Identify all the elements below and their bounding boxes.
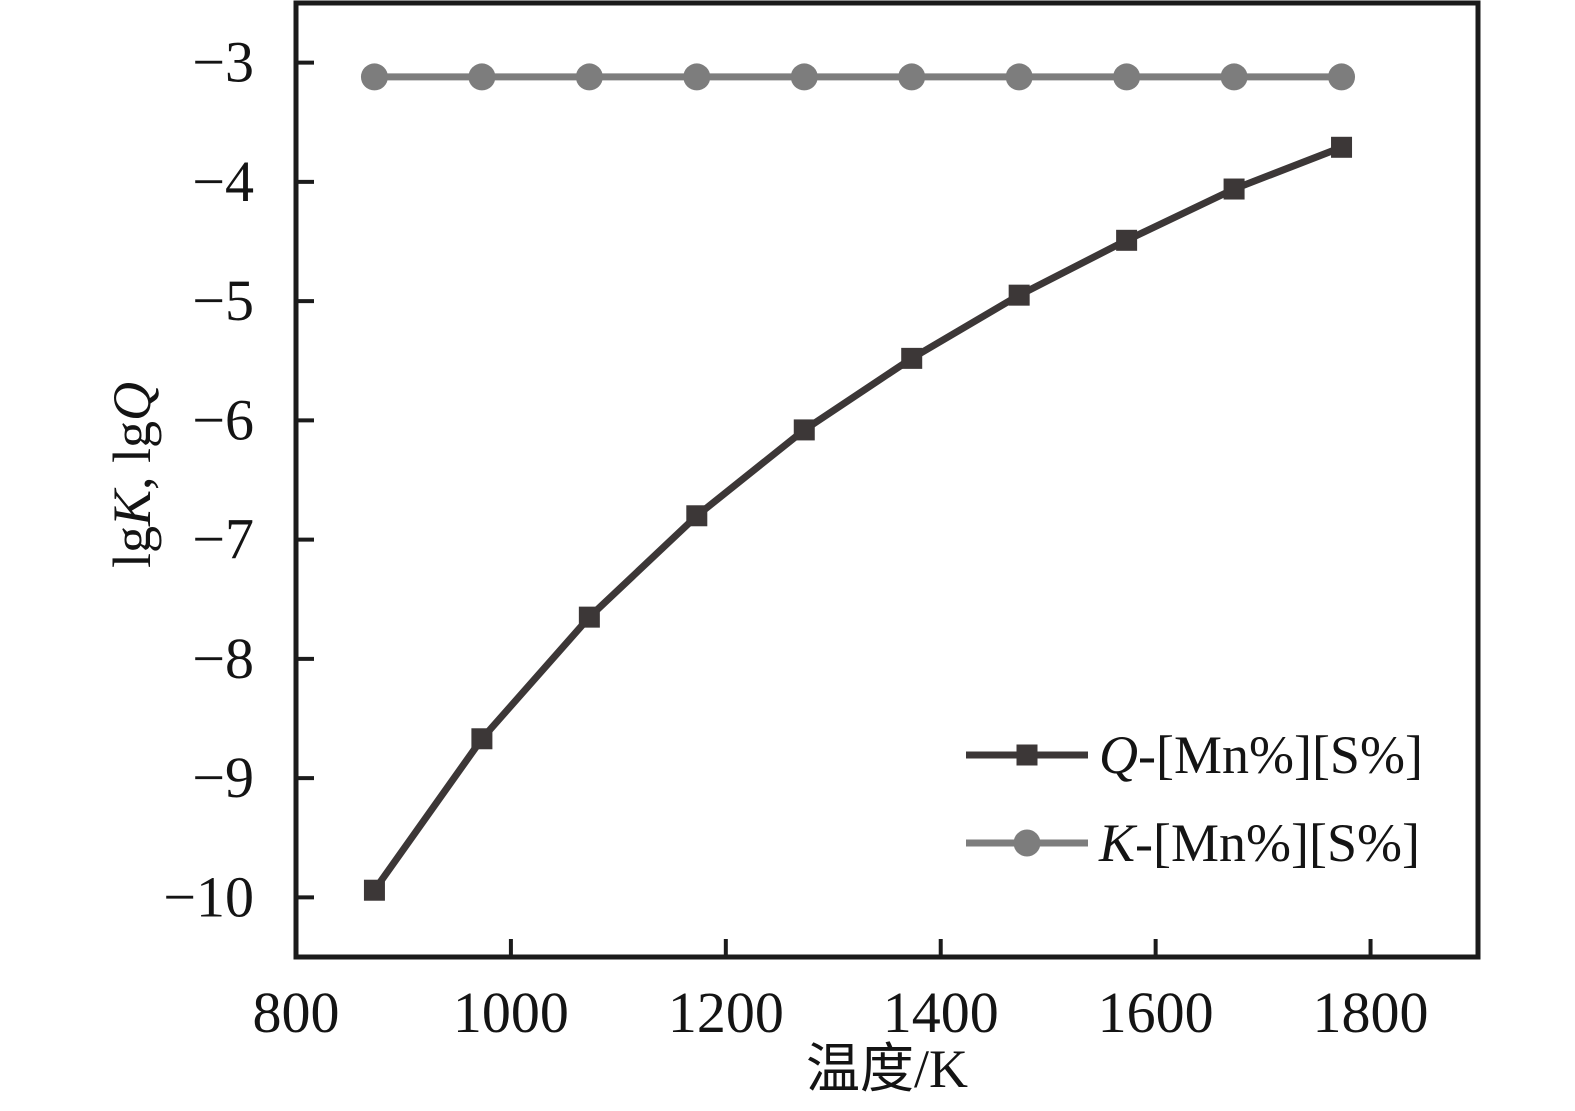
square-marker bbox=[793, 419, 815, 441]
square-marker bbox=[1008, 284, 1030, 306]
plot-border bbox=[293, 0, 1481, 960]
y-tick-label: −7 bbox=[192, 507, 254, 572]
square-marker bbox=[363, 879, 385, 901]
y-tick-label: −4 bbox=[192, 149, 254, 214]
x-tick-label: 800 bbox=[253, 980, 340, 1045]
circle-marker bbox=[898, 63, 926, 91]
x-tick-label: 1800 bbox=[1313, 980, 1429, 1045]
legend-square-marker bbox=[1016, 744, 1038, 766]
circle-marker bbox=[1220, 63, 1248, 91]
circle-marker bbox=[1113, 63, 1141, 91]
circle-marker bbox=[1328, 63, 1356, 91]
square-marker bbox=[578, 606, 600, 628]
y-tick-label: −3 bbox=[192, 30, 254, 95]
circle-marker bbox=[683, 63, 711, 91]
circle-marker bbox=[468, 63, 496, 91]
x-axis-label: 温度/K bbox=[806, 1039, 968, 1099]
x-axis: 800 1000 1200 1400 1600 1800 bbox=[253, 939, 1429, 1045]
y-axis-label: lgK, lgQ bbox=[102, 382, 162, 568]
square-marker bbox=[471, 728, 493, 750]
square-marker bbox=[901, 347, 923, 369]
legend-circle-marker bbox=[1013, 829, 1041, 857]
legend-label: Q-[Mn%][S%] bbox=[1099, 725, 1423, 785]
circle-marker bbox=[1005, 63, 1033, 91]
x-tick-label: 1600 bbox=[1098, 980, 1214, 1045]
square-marker bbox=[1223, 178, 1245, 200]
series-line bbox=[371, 144, 1343, 893]
legend: Q-[Mn%][S%] K-[Mn%][S%] bbox=[966, 725, 1423, 873]
y-tick-label: −8 bbox=[192, 626, 254, 691]
circle-marker bbox=[790, 63, 818, 91]
square-marker bbox=[1331, 136, 1353, 158]
circle-marker bbox=[360, 63, 388, 91]
square-marker bbox=[686, 505, 708, 527]
y-tick-label: −10 bbox=[163, 864, 254, 929]
circle-marker bbox=[575, 63, 603, 91]
square-marker bbox=[1116, 229, 1138, 251]
series-Q bbox=[363, 136, 1353, 901]
y-axis: −3 −4 −5 −6 −7 −8 −9 −10 bbox=[163, 30, 314, 929]
y-tick-label: −6 bbox=[192, 387, 254, 452]
legend-entry: K-[Mn%][S%] bbox=[966, 813, 1420, 873]
legend-entry: Q-[Mn%][S%] bbox=[966, 725, 1423, 785]
x-tick-label: 1200 bbox=[668, 980, 784, 1045]
y-tick-label: −5 bbox=[192, 268, 254, 333]
series-K bbox=[360, 63, 1356, 91]
x-tick-label: 1000 bbox=[453, 980, 569, 1045]
y-tick-label: −9 bbox=[192, 745, 254, 810]
x-tick-label: 1400 bbox=[883, 980, 999, 1045]
legend-label: K-[Mn%][S%] bbox=[1098, 813, 1420, 873]
